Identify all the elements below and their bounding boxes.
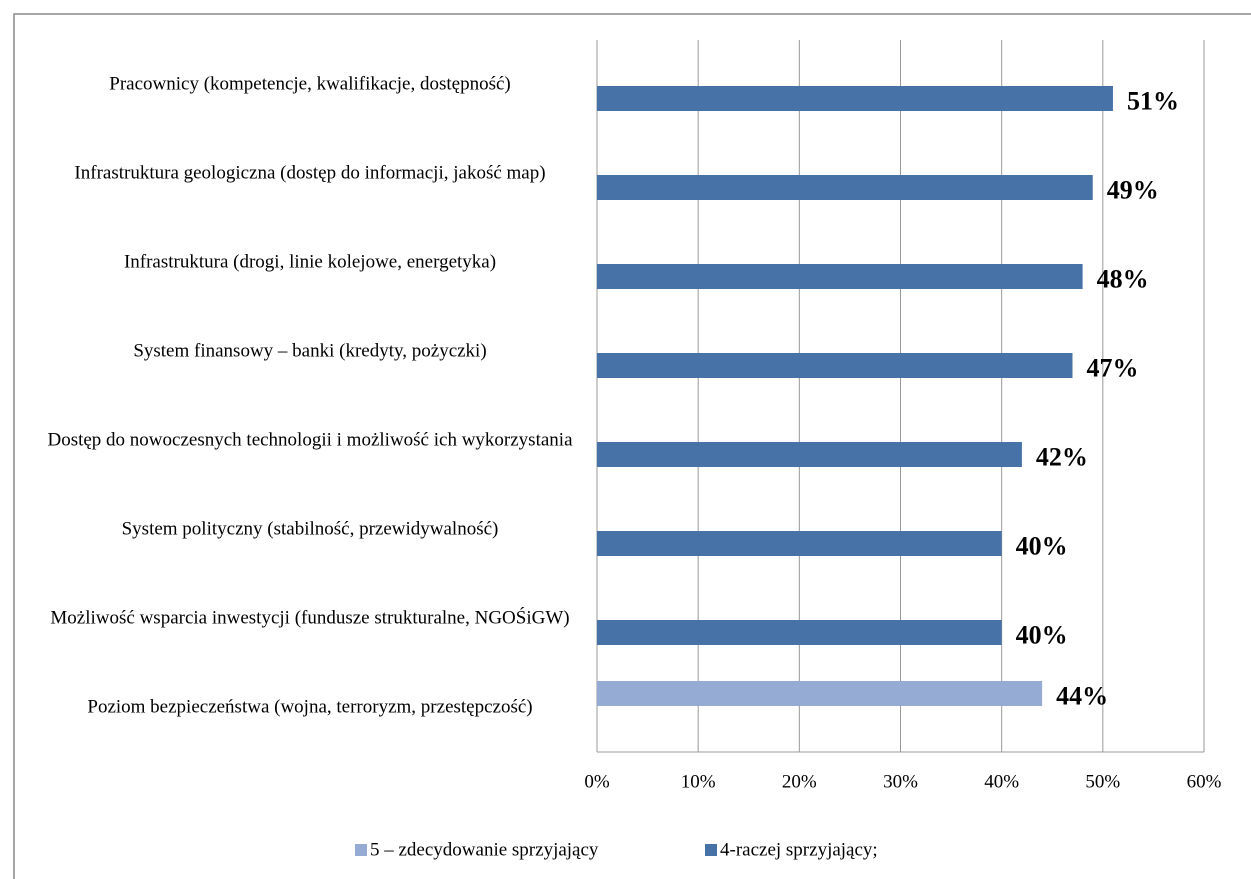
data-label: 40% bbox=[1016, 620, 1068, 649]
data-label: 40% bbox=[1016, 531, 1068, 560]
x-tick-label: 20% bbox=[782, 771, 817, 792]
x-tick-label: 30% bbox=[883, 771, 918, 792]
x-tick-label: 10% bbox=[681, 771, 716, 792]
x-tick-label: 60% bbox=[1187, 771, 1222, 792]
bar bbox=[597, 681, 1043, 706]
legend-label: 4-raczej sprzyjający; bbox=[720, 839, 878, 860]
legend-swatch bbox=[355, 844, 367, 856]
data-label: 47% bbox=[1086, 353, 1138, 382]
bar bbox=[597, 264, 1083, 289]
chart-border bbox=[13, 13, 1251, 879]
bar bbox=[597, 531, 1002, 556]
bar bbox=[597, 442, 1022, 467]
data-label: 51% bbox=[1127, 86, 1179, 115]
category-label: System finansowy – banki (kredyty, pożyc… bbox=[133, 340, 487, 361]
category-label: Infrastruktura geologiczna (dostęp do in… bbox=[74, 162, 546, 183]
category-label: Pracownicy (kompetencje, kwalifikacje, d… bbox=[109, 73, 511, 94]
legend-label: 5 – zdecydowanie sprzyjający bbox=[370, 839, 599, 860]
x-tick-label: 0% bbox=[584, 771, 610, 792]
data-label: 49% bbox=[1107, 175, 1159, 204]
bar bbox=[597, 175, 1093, 200]
category-label: Poziom bezpieczeństwa (wojna, terroryzm,… bbox=[87, 696, 533, 717]
category-label: System polityczny (stabilność, przewidyw… bbox=[121, 518, 499, 539]
x-tick-label: 40% bbox=[984, 771, 1019, 792]
data-label: 42% bbox=[1036, 442, 1088, 471]
bar bbox=[597, 86, 1113, 111]
category-label: Dostęp do nowoczesnych technologii i moż… bbox=[47, 429, 573, 450]
bar bbox=[597, 620, 1002, 645]
data-label: 44% bbox=[1056, 681, 1108, 710]
bar bbox=[597, 353, 1073, 378]
category-label: Infrastruktura (drogi, linie kolejowe, e… bbox=[123, 251, 497, 272]
legend-swatch bbox=[705, 844, 717, 856]
category-label: Możliwość wsparcia inwestycji (fundusze … bbox=[50, 607, 570, 628]
x-tick-label: 50% bbox=[1085, 771, 1120, 792]
data-label: 48% bbox=[1097, 264, 1149, 293]
